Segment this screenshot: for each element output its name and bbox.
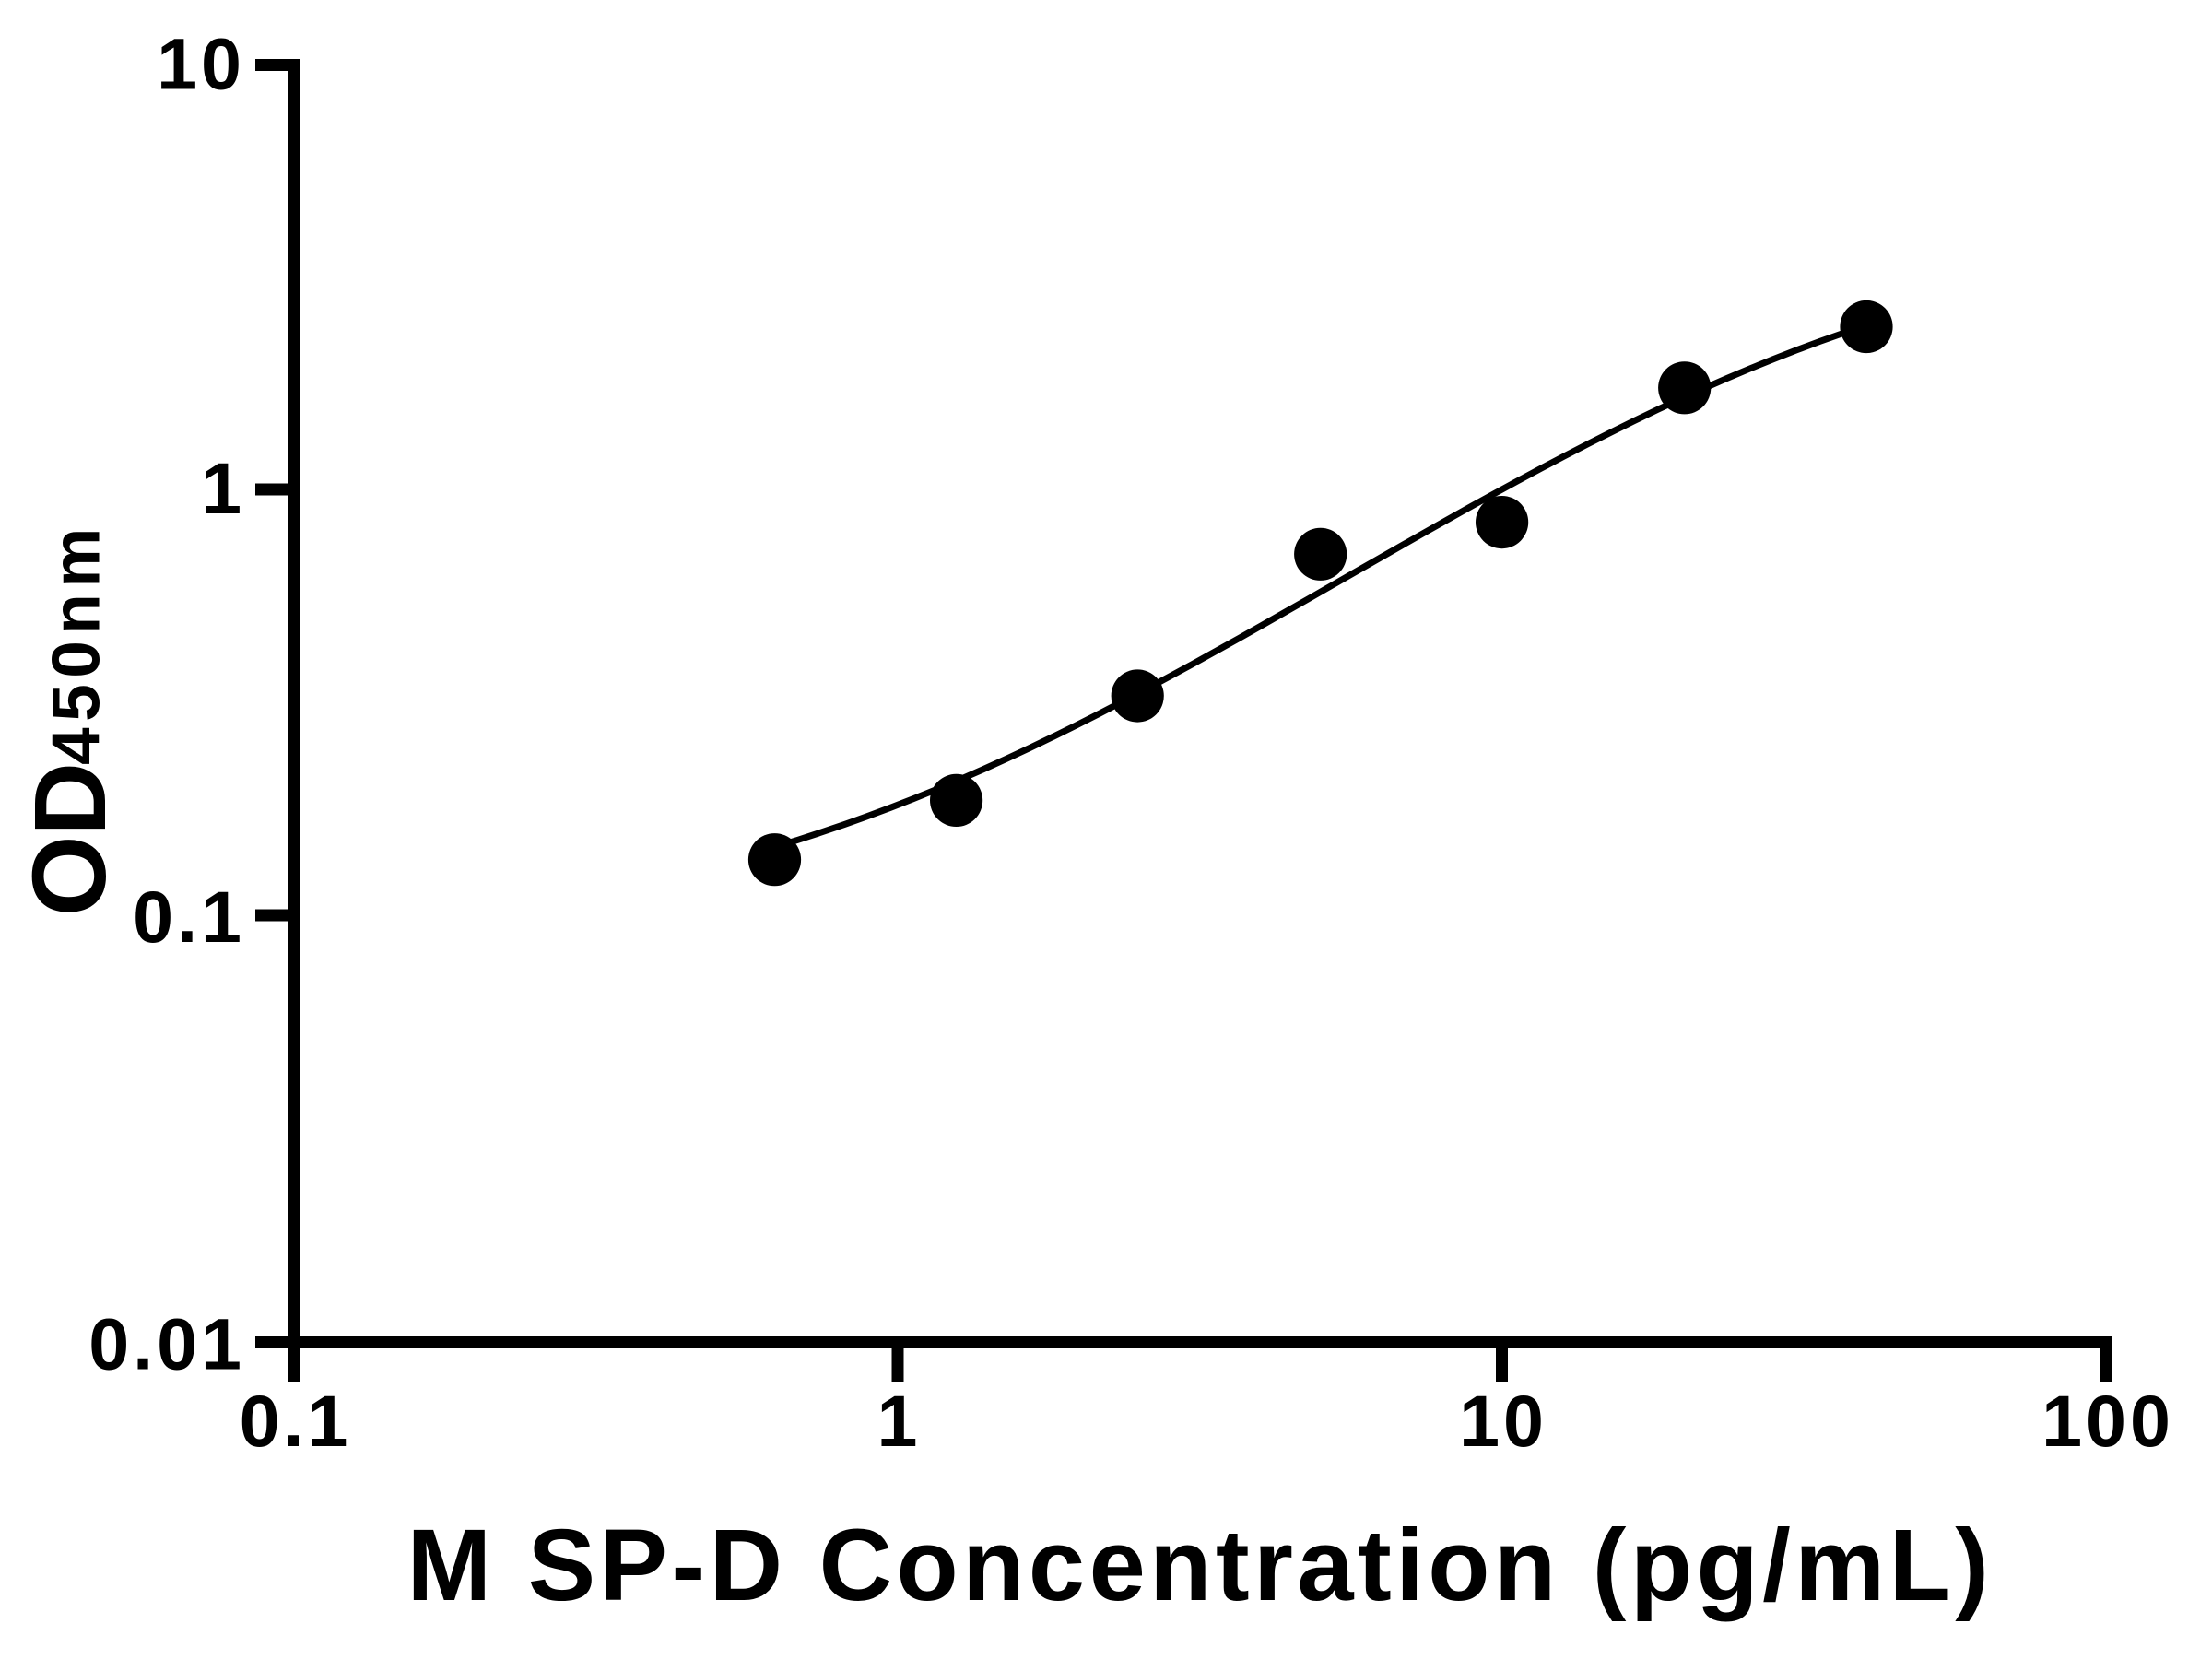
svg-text:0.1: 0.1 <box>240 1380 352 1462</box>
svg-text:100: 100 <box>2041 1380 2174 1462</box>
svg-text:0.1: 0.1 <box>133 876 245 958</box>
svg-text:450nm: 450nm <box>40 522 114 765</box>
svg-text:0.01: 0.01 <box>88 1303 245 1385</box>
svg-text:1: 1 <box>877 1380 922 1462</box>
svg-text:10: 10 <box>1459 1380 1547 1462</box>
svg-text:10: 10 <box>157 23 245 105</box>
svg-text:1: 1 <box>201 447 245 529</box>
svg-text:D: D <box>14 762 127 835</box>
svg-text:M SP-D Concentration (pg/mL): M SP-D Concentration (pg/mL) <box>407 1509 1994 1622</box>
svg-text:O: O <box>11 835 127 916</box>
